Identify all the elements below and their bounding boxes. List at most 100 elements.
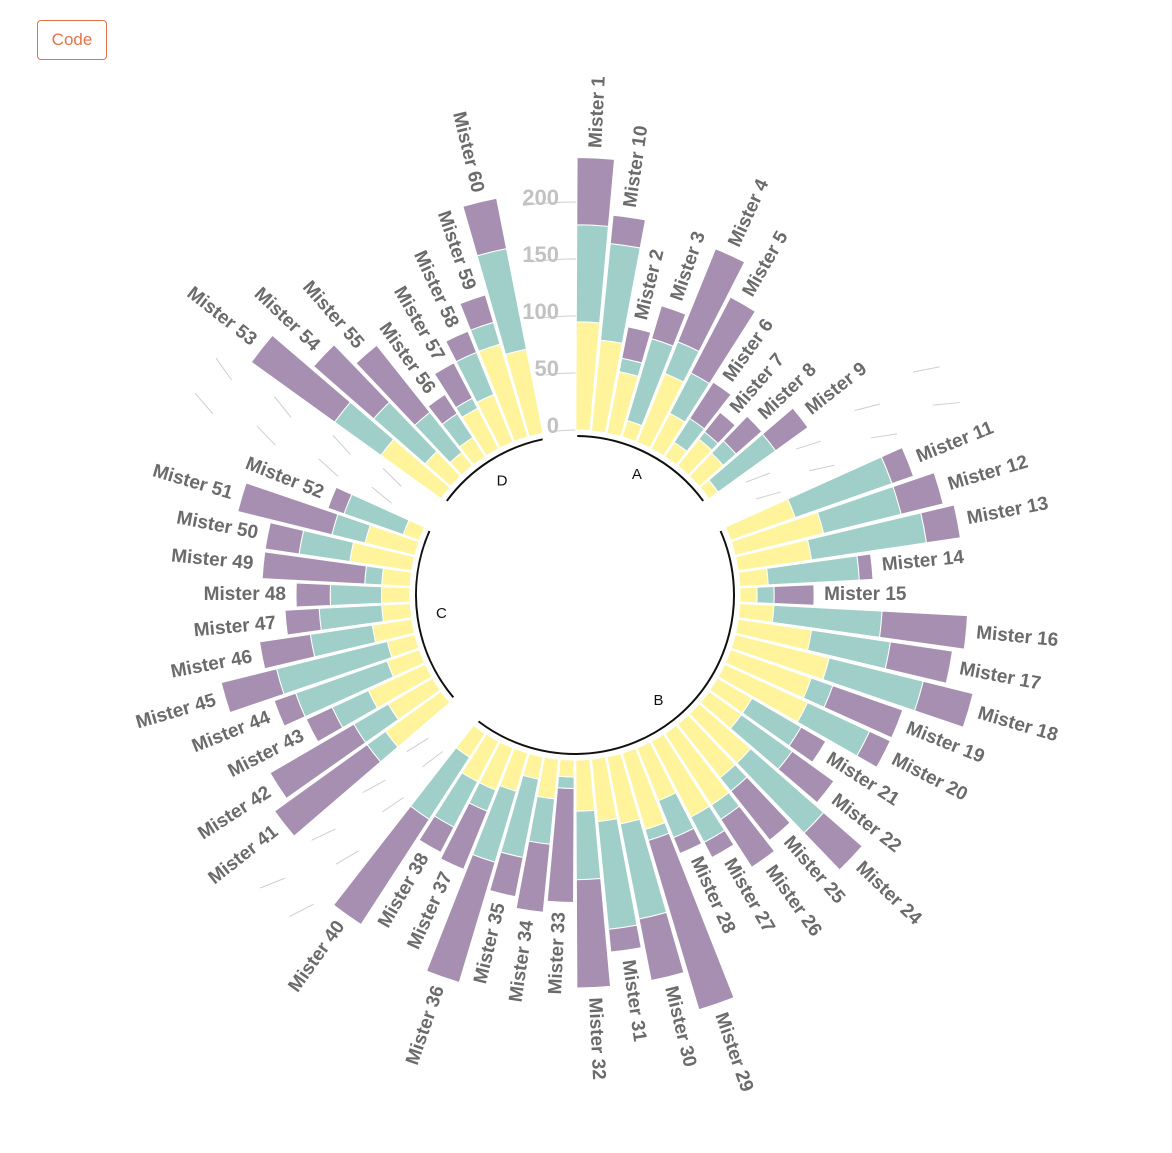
bar-segment [609,214,647,249]
group-label: C [436,605,447,622]
grid-tick [260,877,286,889]
bar-segment [250,334,352,423]
bar-label: Mister 11 [913,417,997,467]
grid-tick [311,828,336,841]
group-label: B [653,692,663,709]
bar-segment [264,522,305,555]
grid-tick [870,433,898,439]
bar-segment [773,584,815,606]
bar-segment [621,326,652,364]
bar-segment [856,553,874,581]
bar-segment [920,504,961,544]
bar-segment [433,362,474,409]
bar-segment [575,877,612,989]
bar-label: Mister 15 [824,584,907,605]
bar-segment [261,551,367,585]
bar-segment [879,610,968,650]
bar-segment [556,775,575,790]
bar-segment [823,684,904,739]
grid-tick [382,467,402,487]
grid-tick [289,903,314,918]
bar-label: Mister 4 [724,176,773,250]
bar-label: Mister 47 [193,613,277,642]
bar-segment [329,583,383,607]
bar-segment [220,668,285,714]
grid-tick [932,402,960,406]
grid-tick [274,396,292,418]
bar-segment [672,827,703,855]
bar-label: Mister 48 [204,584,286,605]
group-baseline [415,530,455,699]
code-button[interactable]: Code [37,20,107,60]
bar-segment [913,680,974,728]
bar-segment [720,805,776,868]
bar-label: Mister 1 [585,75,609,148]
grid-tick [406,737,429,753]
bar-segment [273,692,306,727]
grid-tick [745,472,771,483]
bar-label: Mister 24 [852,857,926,929]
bar-segment [677,248,746,353]
bar-segment [355,344,431,427]
bar-label: Mister 12 [945,452,1030,495]
group-arcs: A B C D [415,435,735,755]
grid-tick [371,486,392,504]
y-tick-label: 150 [522,242,559,267]
bar-segment [575,809,602,881]
bar-label: Mister 29 [710,1010,757,1095]
group-label: D [497,472,508,489]
bar-segment [546,787,575,903]
bar-segment [650,305,687,347]
bar-segment [761,407,809,452]
bar-segment [327,486,353,515]
bar-label: Mister 49 [170,546,254,575]
bar-label: Mister 40 [285,917,350,996]
bar-segment [312,344,391,420]
grid-tick [808,464,835,472]
bar-label: Mister 14 [881,547,965,576]
y-ticks: 0 50 100 150 200 [522,185,559,438]
bar-segment [739,586,758,604]
bar-segment [703,411,736,445]
bar-segment [284,607,322,636]
bar-segment [576,157,616,227]
bar-segment [856,730,891,768]
bar-segment [730,776,791,841]
bar-segment [462,197,508,257]
bar-segment [880,446,915,485]
y-tick-label: 100 [522,299,559,324]
bar-segment [575,758,596,812]
bar-label: Mister 36 [402,983,449,1068]
bar-segment [381,567,413,587]
bar-segment [689,381,732,430]
bar-segment [722,415,763,455]
group-baseline [577,435,704,502]
bar-segment [269,723,367,800]
grid-tick [854,403,881,412]
bar-label: Mister 31 [618,958,651,1043]
bar-segment [638,911,685,982]
bar-label: Mister 18 [975,703,1060,746]
grid-tick [215,357,233,381]
y-tick-label: 200 [522,185,559,210]
grid-tick [912,366,940,373]
grid-tick [194,393,214,415]
bar-segment [884,641,954,684]
bar-label: Mister 60 [448,110,488,195]
grid-tick [755,491,781,500]
bar-label: Mister 45 [134,690,219,733]
bar-segment [647,832,735,1011]
bar-segment [803,811,863,871]
bar-label: Mister 53 [183,283,261,350]
grid-tick [318,458,339,477]
grid-tick [256,425,276,446]
bar-segment [459,294,495,331]
bar-segment [703,829,735,859]
bar-segment [690,296,756,385]
bar-segment [788,726,827,764]
bar-label: Mister 32 [584,997,609,1080]
bar-label: Mister 10 [620,124,653,209]
bar-label: Mister 33 [545,912,570,995]
bar-segment [737,567,769,587]
